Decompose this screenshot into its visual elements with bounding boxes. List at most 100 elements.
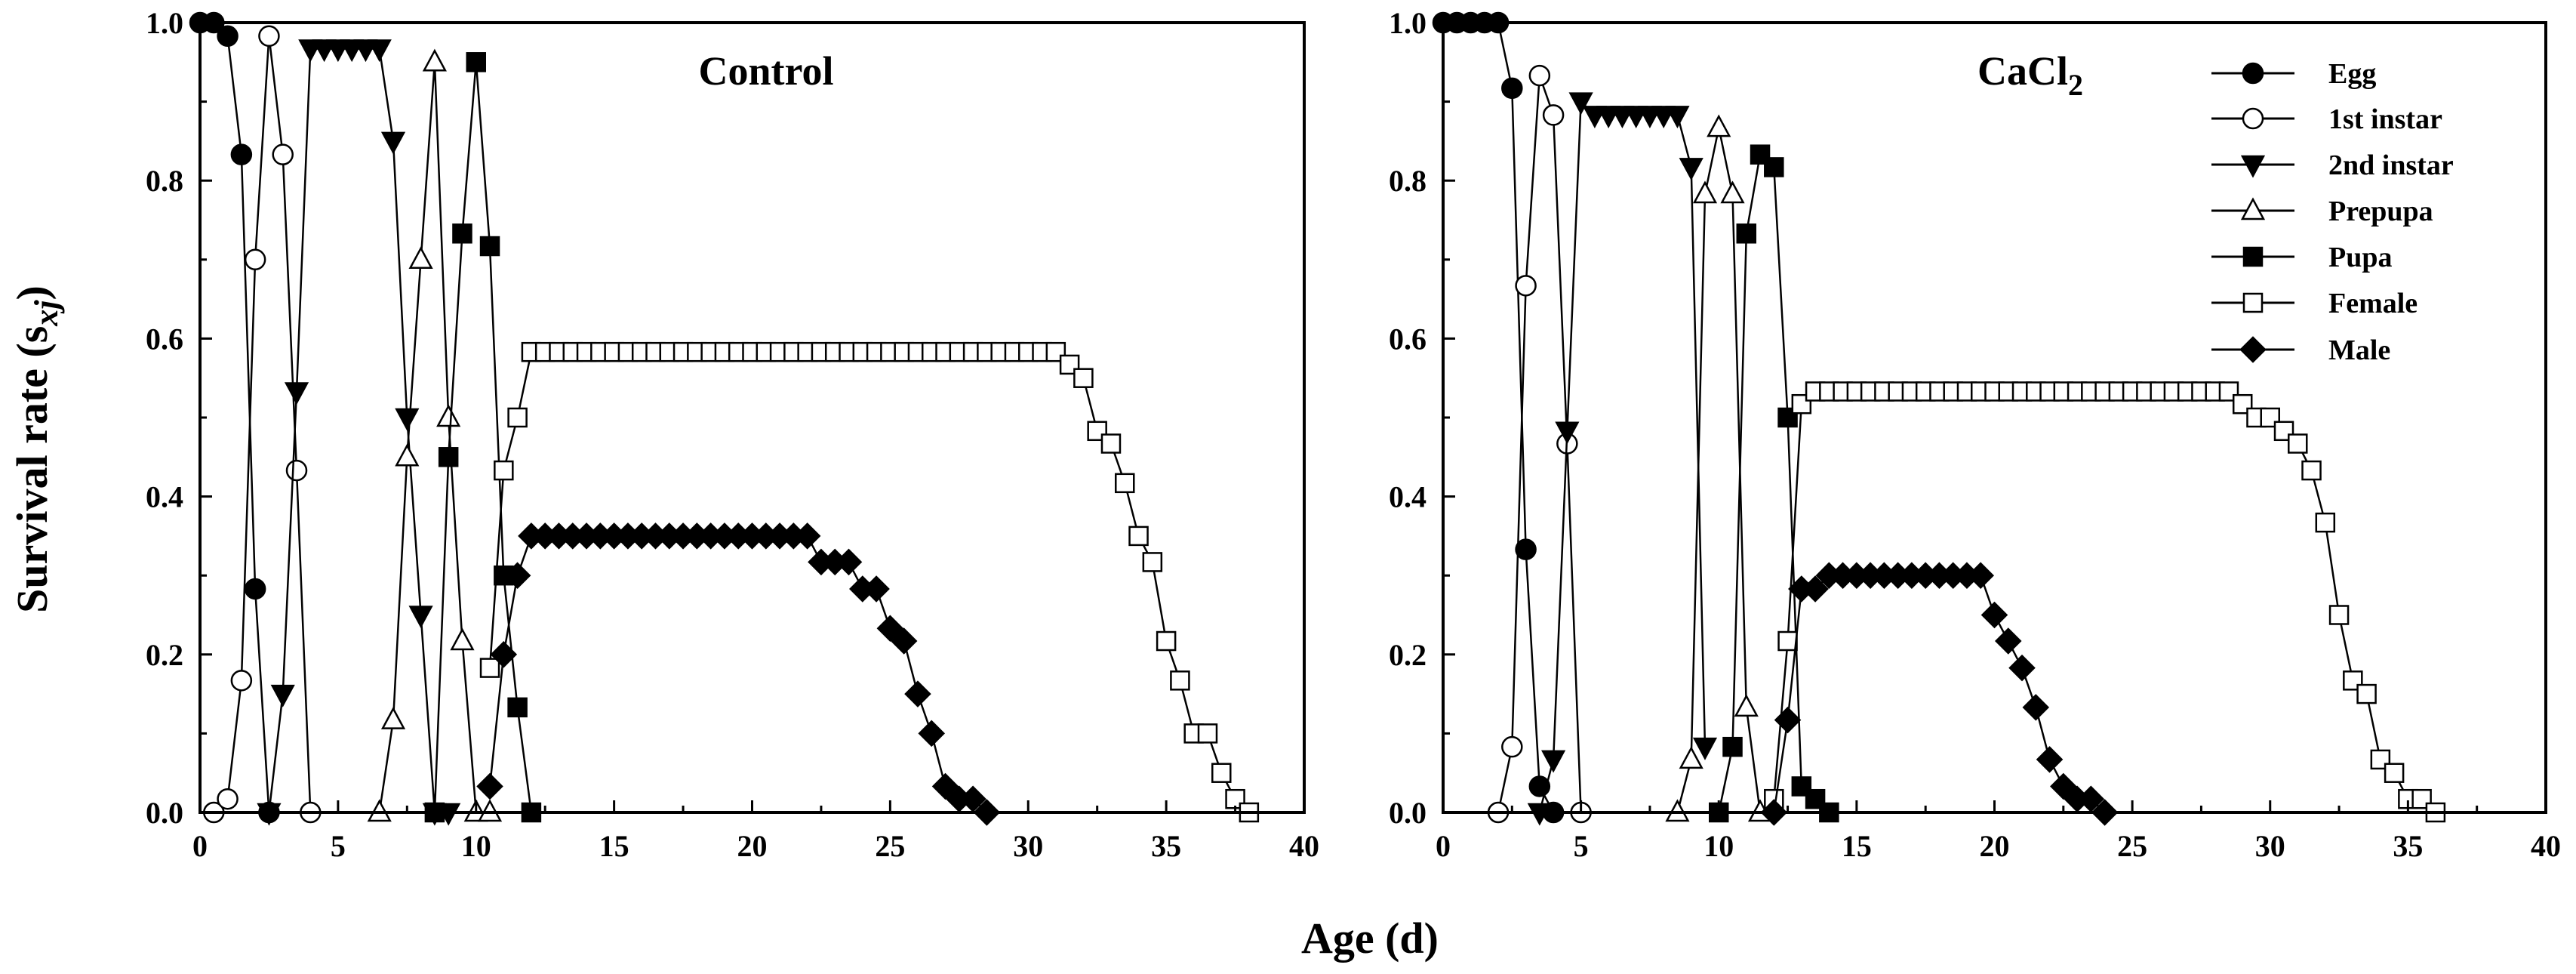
- data-point-male: [1802, 575, 1829, 603]
- series-line-male: [488, 535, 988, 813]
- series-line-1st-instar: [213, 35, 312, 813]
- y-axis-label: Survival rate (sxj): [8, 285, 65, 613]
- series-line-egg: [200, 21, 270, 813]
- x-tick-label: 35: [1151, 829, 1181, 863]
- data-point-pupa: [1722, 736, 1743, 757]
- x-tick-label: 30: [1013, 829, 1043, 863]
- data-point-female: [507, 407, 528, 428]
- series-line-2nd-instar: [268, 48, 449, 814]
- data-point-prepupa: [1707, 114, 1731, 137]
- series-line-male: [1773, 574, 2106, 813]
- y-tick-label: 1.0: [146, 6, 183, 40]
- legend-label-pupa: Pupa: [2328, 242, 2392, 273]
- data-point-1st-instar: [1501, 735, 1523, 758]
- data-point-pupa: [479, 236, 500, 257]
- data-point-2nd-instar: [1665, 106, 1690, 129]
- legend-entry-egg: Egg: [2211, 58, 2376, 90]
- data-point-female: [2356, 683, 2377, 704]
- data-point-1st-instar: [258, 25, 280, 48]
- series-line-female: [1773, 390, 2436, 813]
- x-tick-label: 30: [2255, 829, 2285, 863]
- legend-symbol-1st-instar: [2242, 107, 2264, 130]
- legend-symbol-prepupa: [2240, 197, 2266, 220]
- data-point-pupa: [1805, 788, 1826, 809]
- data-point-2nd-instar: [367, 39, 392, 63]
- data-point-female: [1170, 670, 1190, 691]
- x-tick-label: 15: [1842, 829, 1872, 863]
- data-point-prepupa: [1679, 746, 1703, 769]
- x-tick-label: 5: [1574, 829, 1589, 863]
- legend-marker-female: [2242, 292, 2264, 313]
- legend-entry-female: Female: [2211, 288, 2418, 319]
- series-prepupa: [367, 48, 503, 822]
- data-point-prepupa: [1692, 180, 1718, 204]
- series-pupa: [424, 52, 542, 823]
- plot-frame: [1442, 21, 2547, 814]
- data-point-1st-instar: [285, 459, 308, 482]
- data-point-1st-instar: [1515, 275, 1537, 297]
- legend-label-egg: Egg: [2328, 58, 2376, 90]
- data-point-prepupa: [422, 48, 447, 72]
- data-point-female: [1128, 526, 1149, 547]
- series-female: [1764, 381, 2446, 823]
- data-point-prepupa: [408, 246, 433, 270]
- data-point-egg: [1501, 77, 1523, 100]
- x-tick-label: 35: [2393, 829, 2423, 863]
- data-point-male: [1967, 562, 1995, 589]
- data-point-female: [494, 460, 514, 481]
- data-point-male: [2008, 654, 2036, 682]
- data-point-1st-instar: [244, 248, 266, 271]
- data-point-male: [2022, 694, 2050, 721]
- legend-label-2nd-instar: 2nd instar: [2328, 149, 2454, 181]
- series-male: [1760, 562, 2119, 826]
- legend-symbol-male: [2239, 336, 2267, 363]
- chart-panel-cacl2: 0 5 10 15 20 25 30 35 400.00.20.40.60.81.0 CaCl2…: [1389, 6, 2561, 863]
- data-point-2nd-instar: [395, 408, 420, 431]
- data-point-male: [476, 772, 503, 800]
- legend-symbol-egg: [2242, 62, 2264, 85]
- y-tick-label: 0.2: [146, 638, 183, 672]
- series-1st-instar: [203, 25, 322, 824]
- data-point-prepupa: [1734, 694, 1759, 717]
- series-line-2nd-instar: [1538, 99, 1707, 813]
- series-pupa: [1709, 144, 1839, 823]
- series-female: [479, 341, 1260, 823]
- x-tick-label: 10: [461, 829, 491, 863]
- data-point-pupa: [438, 447, 459, 467]
- y-tick-label: 0.4: [1389, 480, 1426, 514]
- chart-panel-control: 0 5 10 15 20 25 30 35 40 0.0 0.2 0.4 0.6 0.8 1.0 Contr…: [146, 6, 1319, 863]
- legend-entry-prepupa: Prepupa: [2211, 196, 2433, 227]
- x-tick-label: 20: [1980, 829, 2010, 863]
- series-line-prepupa: [378, 62, 490, 814]
- legend-entry-1st-instar: 1st instar: [2211, 103, 2442, 135]
- y-tick-label: 0.0: [1389, 796, 1426, 830]
- data-point-female: [2328, 605, 2350, 625]
- legend: Egg 1st instar 2nd instar Prepupa Pupa: [2211, 58, 2454, 366]
- data-point-1st-instar: [1528, 64, 1551, 87]
- data-point-male: [904, 680, 931, 707]
- data-point-male: [876, 615, 904, 643]
- data-point-male: [1774, 706, 1802, 734]
- data-point-2nd-instar: [1692, 737, 1718, 760]
- legend-marker-male: [2239, 336, 2267, 363]
- data-point-female: [1142, 552, 1163, 572]
- legend-symbol-pupa: [2242, 246, 2264, 267]
- data-point-egg: [217, 25, 239, 48]
- y-axis-label-main: Survival rate (s: [8, 326, 57, 613]
- data-point-2nd-instar: [1568, 92, 1593, 116]
- data-point-male: [793, 522, 821, 550]
- data-point-2nd-instar: [380, 131, 406, 155]
- panel-title: Control: [698, 48, 833, 94]
- data-point-male: [1994, 627, 2022, 655]
- data-point-1st-instar: [272, 143, 294, 165]
- legend-entry-2nd-instar: 2nd instar: [2211, 149, 2454, 181]
- data-point-pupa: [1750, 144, 1771, 165]
- data-point-female: [1073, 368, 1094, 388]
- legend-label-female: Female: [2328, 288, 2418, 319]
- y-tick-label: 0.0: [146, 796, 183, 830]
- legend-label-1st-instar: 1st instar: [2328, 103, 2442, 135]
- panel-title-subscript: 2: [2068, 68, 2083, 102]
- data-point-female: [1156, 630, 1177, 652]
- y-tick-label: 0.6: [146, 322, 183, 356]
